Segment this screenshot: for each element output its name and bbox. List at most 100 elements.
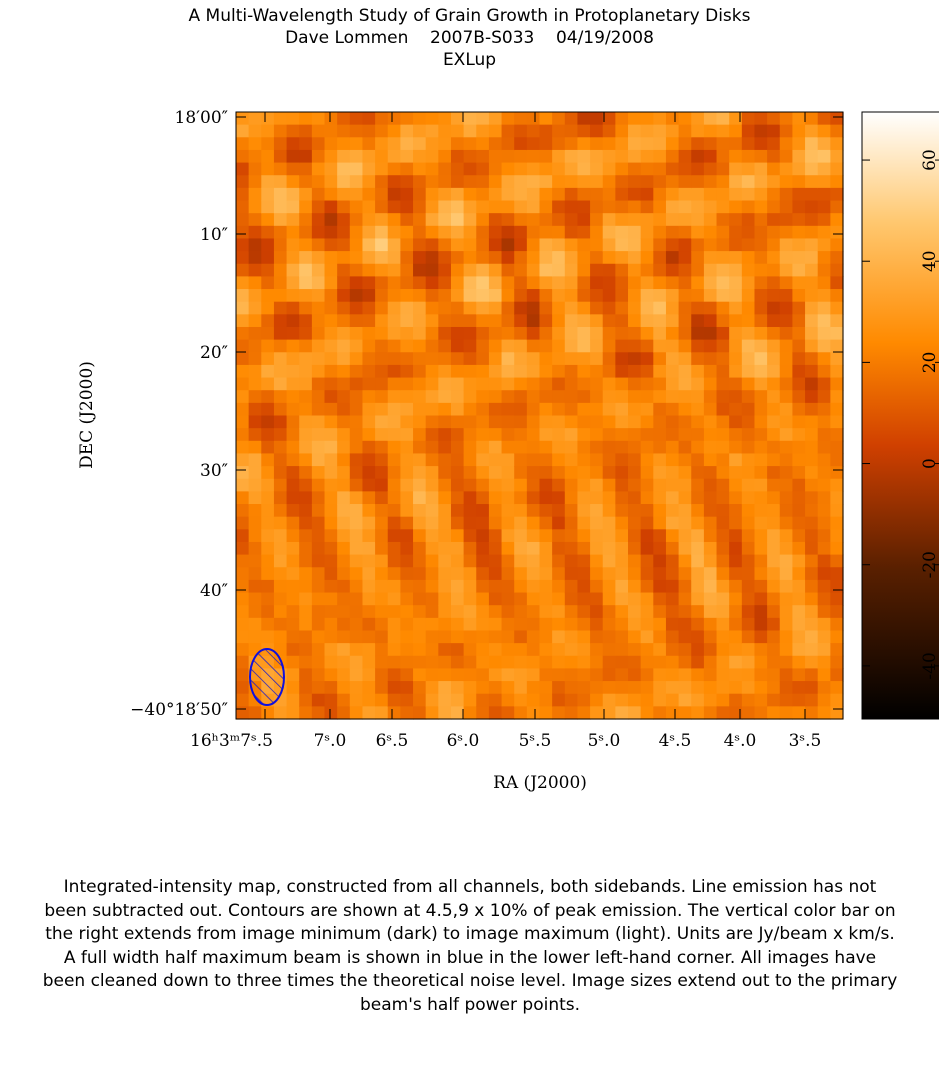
map-pixel xyxy=(311,428,326,442)
map-pixel xyxy=(830,693,844,707)
map-pixel xyxy=(691,415,705,429)
map-pixel xyxy=(299,579,313,594)
map-pixel xyxy=(501,326,515,341)
map-pixel xyxy=(248,149,262,164)
map-pixel xyxy=(577,541,591,556)
map-pixel xyxy=(400,630,414,644)
map-pixel xyxy=(286,200,300,214)
map-pixel xyxy=(311,655,326,670)
map-pixel xyxy=(488,541,503,556)
map-pixel xyxy=(792,251,806,265)
map-pixel xyxy=(375,655,389,670)
map-pixel xyxy=(564,225,579,240)
map-pixel xyxy=(729,706,743,720)
map-pixel xyxy=(590,617,604,632)
colorbar-tick-label: 40 xyxy=(920,250,939,272)
map-pixel xyxy=(450,478,465,492)
map-pixel xyxy=(349,504,364,518)
map-pixel xyxy=(324,289,338,303)
map-pixel xyxy=(754,162,768,176)
map-pixel xyxy=(438,617,452,632)
map-pixel xyxy=(501,579,515,594)
map-pixel xyxy=(337,377,351,391)
map-pixel xyxy=(628,478,642,492)
map-pixel xyxy=(602,541,616,556)
map-pixel xyxy=(539,491,553,505)
map-pixel xyxy=(653,175,667,189)
map-pixel xyxy=(767,289,781,303)
map-pixel xyxy=(640,402,654,417)
map-pixel xyxy=(590,630,604,644)
map-pixel xyxy=(602,440,616,455)
map-pixel xyxy=(438,149,452,164)
map-pixel xyxy=(324,377,338,391)
map-pixel xyxy=(716,440,730,455)
map-pixel xyxy=(375,643,389,657)
map-pixel xyxy=(362,466,376,480)
map-pixel xyxy=(311,289,326,303)
map-pixel xyxy=(741,681,756,695)
map-pixel xyxy=(665,466,680,480)
map-pixel xyxy=(311,478,326,492)
map-pixel xyxy=(703,225,718,240)
map-pixel xyxy=(324,643,338,657)
map-pixel xyxy=(501,225,515,240)
map-pixel xyxy=(261,377,275,391)
map-pixel xyxy=(501,238,515,252)
title: A Multi-Wavelength Study of Grain Growth… xyxy=(188,6,751,26)
map-pixel xyxy=(501,149,515,164)
map-pixel xyxy=(691,364,705,379)
map-pixel xyxy=(754,466,768,480)
map-pixel xyxy=(514,149,528,164)
map-pixel xyxy=(615,440,629,455)
map-pixel xyxy=(324,137,338,151)
map-pixel xyxy=(438,541,452,556)
map-pixel xyxy=(653,605,667,619)
map-pixel xyxy=(792,415,806,429)
map-pixel xyxy=(653,187,667,202)
map-pixel xyxy=(792,377,806,391)
map-pixel xyxy=(779,213,794,227)
map-pixel xyxy=(703,238,718,252)
map-pixel xyxy=(552,617,566,632)
map-pixel xyxy=(703,175,718,189)
map-pixel xyxy=(514,352,528,366)
map-pixel xyxy=(450,706,465,720)
map-pixel xyxy=(590,668,604,682)
map-pixel xyxy=(425,466,439,480)
map-pixel xyxy=(375,554,389,568)
map-pixel xyxy=(236,617,250,632)
map-pixel xyxy=(552,453,566,467)
map-pixel xyxy=(299,314,313,328)
map-pixel xyxy=(463,137,477,151)
map-pixel xyxy=(716,149,730,164)
map-pixel xyxy=(817,251,831,265)
map-pixel xyxy=(400,402,414,417)
map-pixel xyxy=(526,326,541,341)
map-pixel xyxy=(261,415,275,429)
map-pixel xyxy=(779,238,794,252)
map-pixel xyxy=(628,630,642,644)
map-pixel xyxy=(754,339,768,353)
map-pixel xyxy=(628,238,642,252)
map-pixel xyxy=(564,213,579,227)
map-pixel xyxy=(299,352,313,366)
map-pixel xyxy=(324,453,338,467)
map-pixel xyxy=(564,440,579,455)
map-pixel xyxy=(450,440,465,455)
map-pixel xyxy=(602,200,616,214)
map-pixel xyxy=(501,339,515,353)
map-pixel xyxy=(248,339,262,353)
map-pixel xyxy=(552,655,566,670)
map-pixel xyxy=(387,630,401,644)
map-pixel xyxy=(754,504,768,518)
map-pixel xyxy=(311,643,326,657)
map-pixel xyxy=(716,162,730,176)
map-pixel xyxy=(830,567,844,581)
map-pixel xyxy=(805,326,819,341)
map-pixel xyxy=(236,187,250,202)
map-pixel xyxy=(817,339,831,353)
map-pixel xyxy=(741,516,756,530)
map-pixel xyxy=(830,187,844,202)
map-pixel xyxy=(817,377,831,391)
